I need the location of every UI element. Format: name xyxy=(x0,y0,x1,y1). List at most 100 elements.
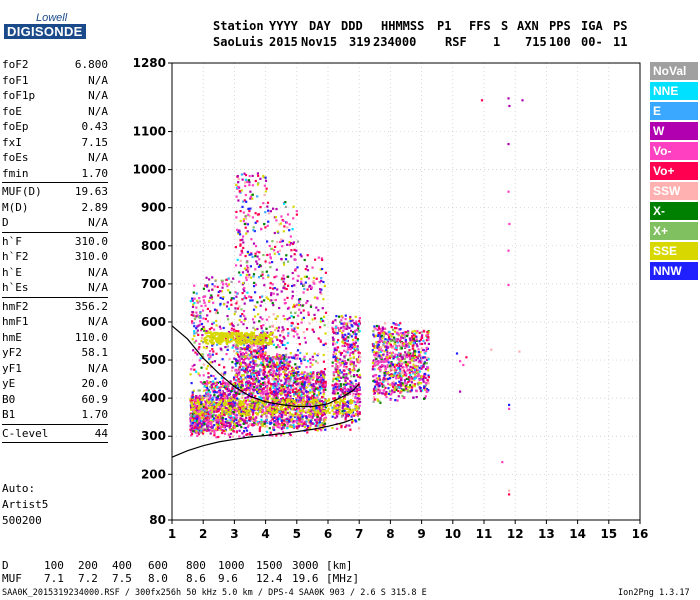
echo-point xyxy=(317,337,320,340)
echo-point xyxy=(249,195,252,199)
echo-point xyxy=(238,380,241,384)
echo-point xyxy=(281,365,284,368)
echo-point xyxy=(220,386,223,389)
echo-point xyxy=(352,356,356,359)
echo-point xyxy=(399,340,402,343)
echo-point xyxy=(190,382,193,385)
echo-point xyxy=(268,394,271,398)
echo-point xyxy=(289,423,292,426)
echo-point xyxy=(261,270,264,273)
echo-point xyxy=(269,299,272,302)
echo-point xyxy=(322,378,325,381)
echo-point xyxy=(294,268,297,271)
echo-point xyxy=(290,242,293,245)
echo-point xyxy=(253,423,256,426)
echo-point xyxy=(306,381,309,384)
echo-point xyxy=(259,296,262,299)
echo-point xyxy=(242,367,245,370)
echo-point xyxy=(279,339,282,343)
echo-point xyxy=(335,411,338,414)
echo-point xyxy=(323,383,327,387)
echo-point xyxy=(269,358,272,361)
echo-point xyxy=(312,372,315,375)
echo-point xyxy=(349,387,352,390)
echo-point xyxy=(200,366,203,369)
echo-point xyxy=(342,322,345,325)
echo-point xyxy=(263,223,266,226)
echo-point xyxy=(302,357,305,361)
echo-point xyxy=(257,182,260,185)
echo-point xyxy=(289,388,292,391)
echo-point xyxy=(215,382,218,385)
echo-point xyxy=(372,387,376,390)
echo-point xyxy=(339,383,342,386)
echo-point xyxy=(205,399,209,402)
echo-point xyxy=(296,407,299,410)
echo-point xyxy=(317,352,320,355)
echo-point xyxy=(280,398,283,401)
echo-point xyxy=(381,327,385,331)
echo-point xyxy=(274,298,277,302)
echo-point xyxy=(241,418,244,421)
echo-point xyxy=(262,390,265,393)
echo-point xyxy=(218,363,221,366)
echo-point xyxy=(349,317,352,320)
echo-point xyxy=(387,333,390,337)
echo-point xyxy=(241,361,245,364)
echo-point xyxy=(233,404,236,407)
echo-point xyxy=(236,397,239,400)
echo-point xyxy=(391,351,394,354)
echo-point xyxy=(341,331,344,334)
echo-point xyxy=(308,322,311,325)
echo-point xyxy=(241,298,244,301)
echo-point xyxy=(234,382,237,385)
echo-point xyxy=(345,424,348,427)
echo-point xyxy=(319,288,322,291)
echo-point xyxy=(252,369,255,372)
echo-point xyxy=(290,366,293,369)
echo-point xyxy=(244,368,247,371)
echo-point xyxy=(217,386,220,389)
echo-point xyxy=(244,355,247,359)
echo-point xyxy=(265,382,269,385)
echo-point xyxy=(222,303,226,306)
echo-point xyxy=(419,351,422,354)
echo-point xyxy=(251,216,254,219)
echo-point xyxy=(222,421,226,424)
echo-point xyxy=(315,424,318,427)
echo-point xyxy=(398,352,401,355)
echo-point xyxy=(354,385,357,388)
echo-point xyxy=(297,396,300,399)
echo-point xyxy=(334,390,337,393)
echo-point xyxy=(239,315,242,318)
echo-point xyxy=(296,389,299,392)
echo-point xyxy=(261,354,264,357)
echo-point xyxy=(226,421,229,424)
echo-point xyxy=(198,300,201,303)
echo-point xyxy=(342,383,345,386)
echo-point xyxy=(222,283,225,286)
echo-point xyxy=(267,220,270,223)
echo-point xyxy=(224,346,227,349)
echo-point xyxy=(256,250,259,253)
echo-point xyxy=(263,382,267,385)
echo-point xyxy=(202,428,205,431)
echo-point xyxy=(355,420,358,423)
echo-point xyxy=(295,210,298,213)
echo-point xyxy=(287,275,290,278)
echo-point xyxy=(240,378,243,381)
echo-point xyxy=(282,422,286,425)
echo-point xyxy=(293,355,296,358)
echo-point xyxy=(213,328,216,331)
echo-point xyxy=(298,393,301,396)
echo-point xyxy=(356,410,359,413)
echo-point xyxy=(213,360,216,363)
echo-point xyxy=(267,379,270,382)
echo-point xyxy=(260,421,263,424)
echo-point xyxy=(264,260,267,263)
echo-point xyxy=(193,341,196,344)
echo-point xyxy=(394,371,397,374)
echo-point xyxy=(202,346,205,349)
echo-point xyxy=(263,284,266,287)
echo-point xyxy=(228,388,231,391)
